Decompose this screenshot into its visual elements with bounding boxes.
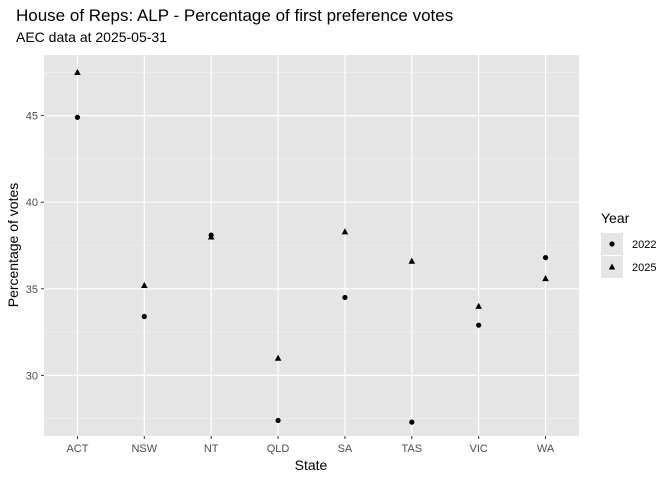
legend-key-2025-icon (608, 263, 616, 270)
legend: Year 2022 2025 (601, 210, 656, 278)
legend-title: Year (601, 210, 630, 226)
point-2025-VIC (475, 302, 482, 309)
x-tick-label-NT: NT (204, 443, 219, 455)
grid-major (44, 55, 579, 436)
point-2025-NSW (141, 281, 148, 289)
legend-key-2022-icon (609, 241, 615, 247)
data-points (74, 68, 549, 425)
x-axis-title: State (295, 457, 328, 473)
grid-minor (44, 72, 579, 419)
chart-title: House of Reps: ALP - Percentage of first… (16, 6, 453, 25)
point-2025-QLD (274, 354, 282, 361)
legend-label-2025: 2025 (632, 262, 656, 274)
point-2022-NSW (141, 313, 147, 320)
x-tick-label-TAS: TAS (402, 443, 423, 455)
x-tick-label-NSW: NSW (131, 443, 157, 455)
y-axis-ticks: 30 35 40 45 (26, 111, 44, 382)
y-tick-label-45: 45 (26, 111, 38, 123)
legend-label-2022: 2022 (632, 239, 656, 251)
point-2022-SA (342, 294, 348, 301)
point-2022-VIC (476, 322, 482, 328)
x-tick-label-SA: SA (338, 443, 353, 455)
point-2022-WA (542, 255, 549, 261)
x-tick-label-WA: WA (537, 443, 555, 455)
point-2025-SA (341, 228, 349, 235)
point-2025-NT (207, 233, 215, 240)
point-2025-ACT (74, 68, 81, 76)
point-2022-QLD (275, 417, 281, 424)
y-tick-label-30: 30 (26, 370, 38, 382)
x-tick-label-QLD: QLD (267, 443, 290, 455)
x-tick-label-ACT: ACT (66, 443, 88, 455)
x-tick-label-VIC: VIC (470, 443, 488, 455)
x-axis-ticks: ACT NSW NT QLD SA TAS VIC WA (66, 436, 555, 455)
point-2025-TAS (408, 257, 416, 264)
point-2022-TAS (409, 419, 415, 425)
chart-subtitle: AEC data at 2025-05-31 (16, 29, 167, 45)
y-tick-label-35: 35 (26, 284, 38, 296)
y-axis-title: Percentage of votes (5, 183, 21, 308)
point-2022-ACT (74, 114, 81, 120)
point-2025-WA (542, 275, 549, 282)
y-tick-label-40: 40 (26, 197, 38, 209)
